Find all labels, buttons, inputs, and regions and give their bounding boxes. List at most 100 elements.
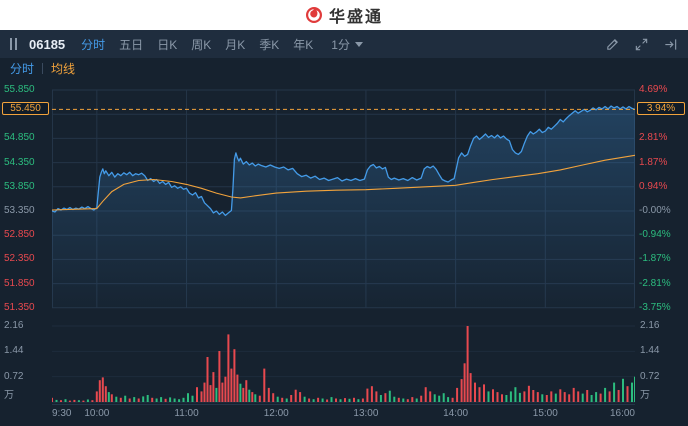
volume-bar [613, 382, 616, 402]
volume-bar [335, 398, 337, 402]
volume-bar [263, 368, 266, 402]
volume-unit-label: 万 [4, 390, 14, 401]
volume-bar [160, 397, 163, 402]
tab-year-k[interactable]: 年K [293, 37, 314, 52]
volume-bar [463, 363, 466, 402]
volume-scale-label: 0.72 [640, 370, 660, 382]
volume-bar [110, 394, 113, 402]
volume-bar [483, 384, 485, 402]
price-axis-label: 54.350 [4, 156, 35, 168]
volume-bar [137, 398, 140, 402]
volume-bar [245, 380, 248, 402]
volume-bar [415, 398, 418, 402]
volume-bar [233, 349, 236, 402]
volume-bar [218, 351, 221, 402]
volume-scale-label: 1.44 [640, 345, 660, 357]
volume-bar [299, 392, 302, 402]
stock-code: 06185 [29, 36, 66, 52]
volume-bar [326, 399, 329, 402]
volume-bar [438, 395, 441, 402]
volume-bars [52, 326, 635, 402]
volume-bar [82, 400, 85, 402]
volume-bar [196, 387, 198, 402]
volume-bar [344, 398, 346, 402]
volume-bar [95, 391, 98, 402]
volume-bar [290, 395, 293, 402]
volume-bar [523, 391, 526, 402]
volume-bar [527, 385, 530, 402]
volume-bar [568, 394, 571, 402]
volume-bar [86, 399, 89, 402]
price-axis-label: 53.850 [4, 180, 35, 192]
collapse-panel-icon[interactable] [663, 37, 678, 52]
volume-bar [173, 398, 176, 402]
volume-chart[interactable] [52, 316, 635, 404]
volume-bar [456, 387, 459, 402]
volume-bar [545, 395, 548, 402]
volume-scale-label: 0.72 [4, 370, 24, 382]
volume-bar [124, 395, 127, 402]
volume-bar [224, 376, 227, 402]
volume-bar [429, 391, 432, 402]
volume-bar [532, 390, 535, 402]
volume-bar [554, 393, 557, 402]
volume-bar [239, 383, 242, 402]
volume-bar [330, 397, 333, 402]
percent-axis-label: -3.75% [639, 301, 671, 313]
volume-bar [608, 391, 611, 402]
volume-bar [98, 380, 101, 402]
volume-bar [541, 394, 544, 402]
volume-bar [442, 393, 445, 402]
price-axis-label: 51.850 [4, 277, 35, 289]
fullscreen-icon[interactable] [634, 37, 649, 52]
tab-month-k[interactable]: 月K [225, 37, 246, 52]
volume-bar [203, 382, 206, 402]
volume-bar [361, 398, 364, 402]
tab-week-k[interactable]: 周K [191, 37, 212, 52]
price-axis-label: 53.350 [4, 205, 35, 216]
volume-bar [182, 397, 185, 402]
tab-quarter-k[interactable]: 季K [259, 37, 280, 52]
volume-bar [151, 397, 154, 402]
volume-bar [115, 396, 118, 402]
volume-unit-label: 万 [640, 390, 650, 401]
price-chart[interactable] [52, 80, 635, 312]
volume-bar [312, 399, 315, 402]
toolbar-actions [605, 37, 678, 52]
stock-switcher-icon[interactable] [10, 38, 17, 50]
tab-minute[interactable]: 分时 [81, 37, 106, 52]
volume-bar [595, 392, 598, 402]
volume-bar [501, 394, 503, 402]
chevron-down-icon [354, 41, 363, 47]
volume-bar [451, 397, 454, 402]
time-label: 9:30 [52, 408, 72, 419]
volume-bar [518, 392, 521, 402]
volume-bar [285, 398, 288, 402]
interval-selector[interactable]: 1分 [331, 36, 363, 53]
time-label: 16:00 [609, 408, 635, 419]
price-area [52, 106, 635, 308]
volume-grid [52, 325, 635, 403]
volume-bar [294, 389, 297, 402]
volume-bar [384, 393, 387, 402]
time-label: 15:00 [532, 408, 558, 419]
brand-logo-icon [305, 7, 322, 23]
volume-bar [505, 395, 508, 402]
price-axis-label: 54.850 [4, 132, 35, 144]
volume-bar [366, 388, 369, 402]
percent-axis-label: -0.00% [639, 205, 671, 216]
volume-bar [353, 397, 355, 402]
tab-5day[interactable]: 五日 [119, 37, 144, 52]
tab-day-k[interactable]: 日K [157, 37, 178, 52]
volume-bar [281, 397, 284, 402]
volume-bar [536, 392, 539, 402]
edit-icon[interactable] [605, 37, 620, 52]
percent-axis-label: 0.94% [639, 180, 668, 192]
volume-bar [348, 398, 351, 402]
time-label: 12:00 [263, 408, 289, 419]
brand-logo: 华盛通 [305, 3, 383, 27]
volume-bar [242, 387, 245, 402]
price-axis-label: 55.850 [4, 84, 35, 95]
chart-toolbar: 06185 分时 五日 日K 周K 月K 季K 年K 1分 [0, 30, 688, 58]
